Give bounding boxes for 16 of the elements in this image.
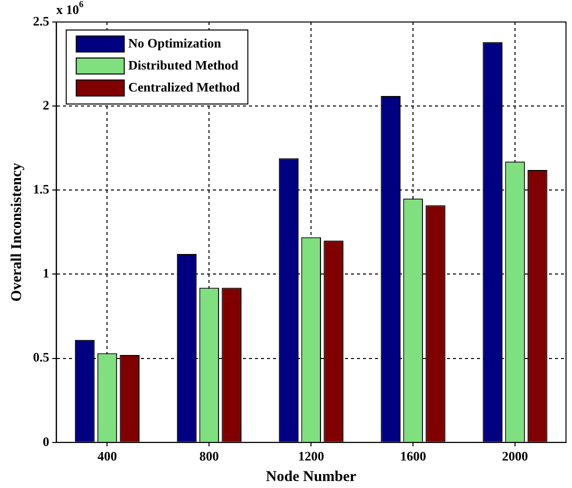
y-axis-title: Overall Inconsistency (8, 162, 25, 302)
y-tick-label: 0 (42, 434, 50, 449)
y-tick-label: 1 (42, 266, 50, 281)
legend-label: No Optimization (128, 35, 222, 50)
x-tick-label: 1600 (400, 448, 426, 464)
x-tick-label: 1200 (298, 448, 324, 464)
y-tick-label: 0.5 (33, 350, 50, 365)
legend-label: Centralized Method (128, 79, 241, 94)
y-tick-label: 1.5 (33, 182, 50, 197)
x-tick-label: 800 (199, 448, 219, 464)
legend-label: Distributed Method (128, 57, 240, 72)
y-tick-label: 2 (42, 97, 50, 112)
y-tick-label: 2.5 (33, 13, 50, 28)
x-tick-label: 2000 (502, 448, 528, 464)
x-axis-title: Node Number (266, 468, 357, 485)
x-tick-label: 400 (97, 448, 117, 464)
